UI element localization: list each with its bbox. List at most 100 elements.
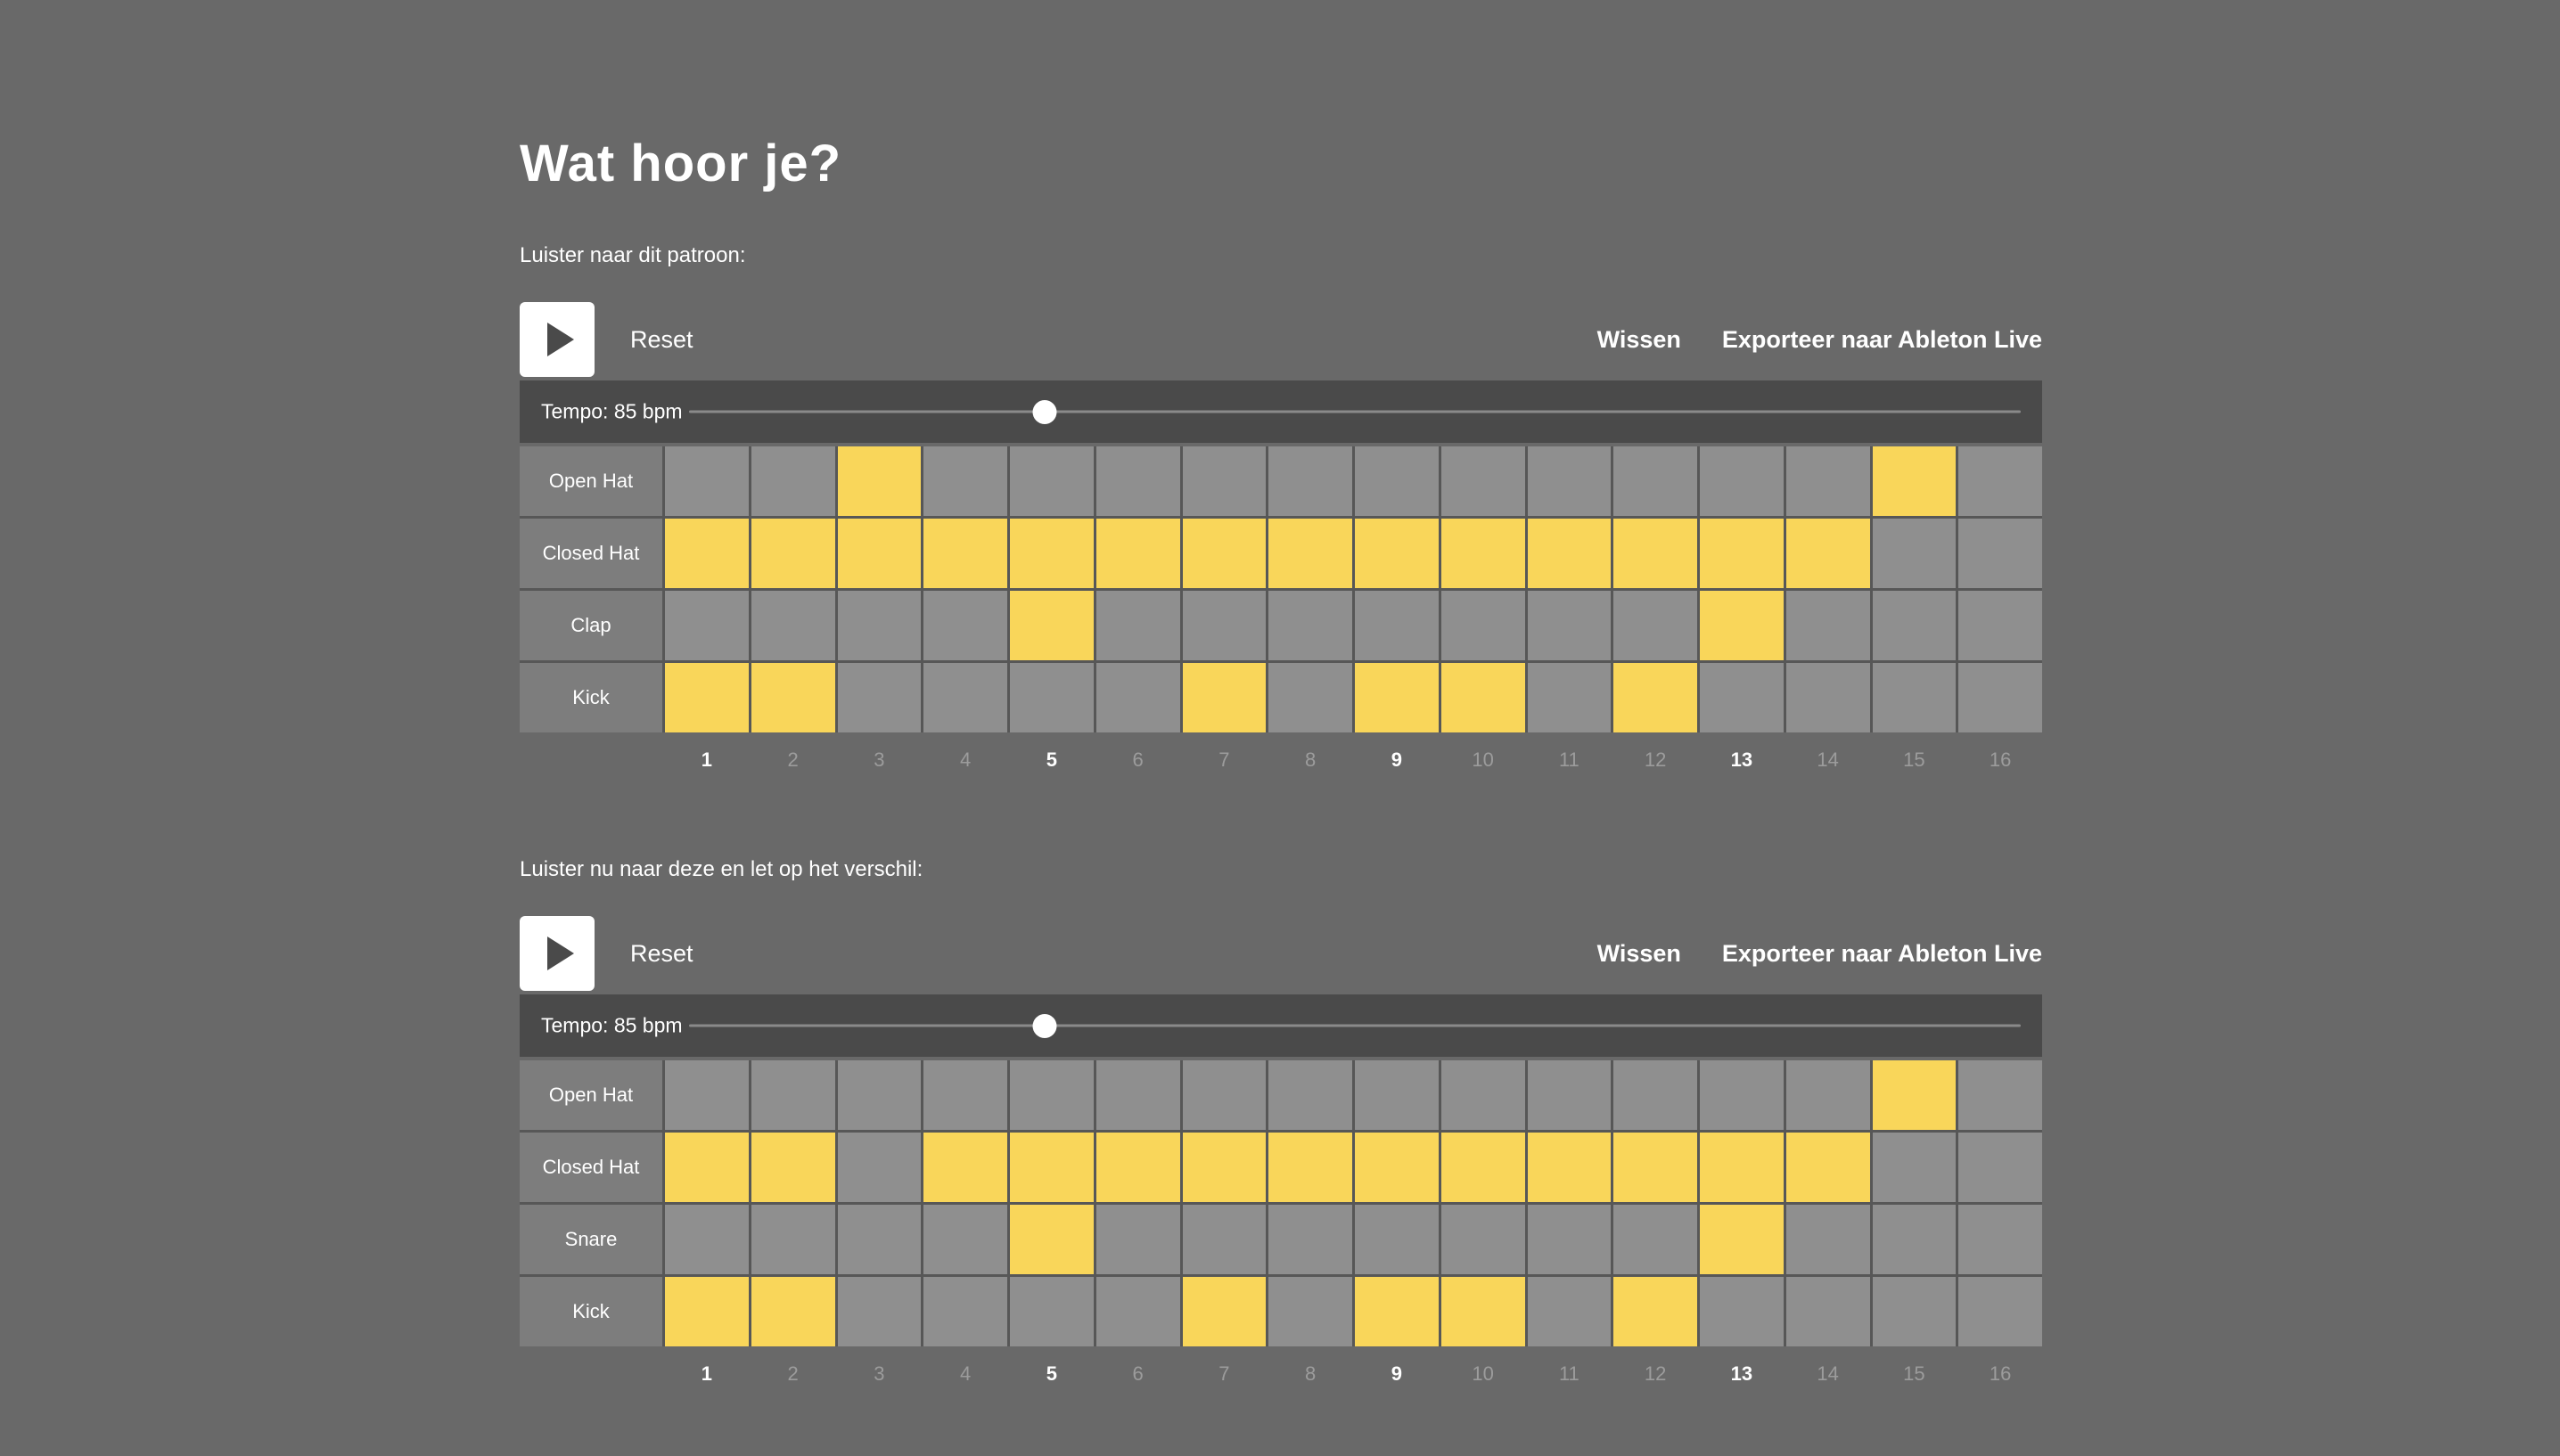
step-cell-closed-hat-15[interactable] [1872, 519, 1957, 588]
step-cell-closed-hat-7[interactable] [1182, 1133, 1267, 1202]
reset-button[interactable]: Reset [630, 939, 693, 967]
step-cell-kick-7[interactable] [1182, 1277, 1267, 1346]
step-cell-closed-hat-10[interactable] [1440, 519, 1525, 588]
step-cell-clap-14[interactable] [1785, 591, 1870, 660]
step-cell-clap-4[interactable] [923, 591, 1007, 660]
step-cell-closed-hat-8[interactable] [1268, 1133, 1352, 1202]
step-cell-closed-hat-11[interactable] [1527, 519, 1612, 588]
step-cell-clap-3[interactable] [837, 591, 922, 660]
step-cell-open-hat-7[interactable] [1182, 446, 1267, 516]
step-cell-open-hat-12[interactable] [1613, 446, 1697, 516]
step-cell-open-hat-1[interactable] [665, 1060, 749, 1130]
step-cell-closed-hat-1[interactable] [665, 519, 749, 588]
step-cell-closed-hat-6[interactable] [1095, 1133, 1180, 1202]
step-cell-kick-1[interactable] [665, 663, 749, 732]
step-cell-open-hat-9[interactable] [1355, 1060, 1439, 1130]
step-cell-kick-11[interactable] [1527, 1277, 1612, 1346]
step-cell-kick-13[interactable] [1700, 1277, 1784, 1346]
step-cell-closed-hat-14[interactable] [1785, 1133, 1870, 1202]
step-cell-kick-6[interactable] [1095, 1277, 1180, 1346]
step-cell-snare-5[interactable] [1010, 1205, 1094, 1274]
step-cell-clap-5[interactable] [1010, 591, 1094, 660]
step-cell-snare-12[interactable] [1613, 1205, 1697, 1274]
step-cell-open-hat-13[interactable] [1700, 446, 1784, 516]
tempo-slider[interactable] [689, 1013, 2021, 1038]
step-cell-closed-hat-9[interactable] [1355, 1133, 1439, 1202]
reset-button[interactable]: Reset [630, 325, 693, 353]
step-cell-clap-16[interactable] [1958, 591, 2042, 660]
step-cell-open-hat-3[interactable] [837, 1060, 922, 1130]
step-cell-open-hat-15[interactable] [1872, 1060, 1957, 1130]
step-cell-closed-hat-8[interactable] [1268, 519, 1352, 588]
step-cell-open-hat-12[interactable] [1613, 1060, 1697, 1130]
step-cell-open-hat-4[interactable] [923, 446, 1007, 516]
step-cell-kick-5[interactable] [1010, 663, 1094, 732]
step-cell-closed-hat-15[interactable] [1872, 1133, 1957, 1202]
step-cell-snare-6[interactable] [1095, 1205, 1180, 1274]
step-cell-open-hat-6[interactable] [1095, 446, 1180, 516]
step-cell-closed-hat-10[interactable] [1440, 1133, 1525, 1202]
step-cell-clap-7[interactable] [1182, 591, 1267, 660]
step-cell-closed-hat-3[interactable] [837, 519, 922, 588]
step-cell-kick-12[interactable] [1613, 663, 1697, 732]
tempo-slider[interactable] [689, 399, 2021, 424]
step-cell-open-hat-13[interactable] [1700, 1060, 1784, 1130]
step-cell-closed-hat-13[interactable] [1700, 1133, 1784, 1202]
step-cell-kick-13[interactable] [1700, 663, 1784, 732]
step-cell-clap-2[interactable] [751, 591, 835, 660]
step-cell-closed-hat-5[interactable] [1010, 519, 1094, 588]
step-cell-kick-10[interactable] [1440, 663, 1525, 732]
step-cell-kick-12[interactable] [1613, 1277, 1697, 1346]
step-cell-snare-10[interactable] [1440, 1205, 1525, 1274]
step-cell-kick-7[interactable] [1182, 663, 1267, 732]
step-cell-clap-9[interactable] [1355, 591, 1439, 660]
step-cell-open-hat-8[interactable] [1268, 446, 1352, 516]
step-cell-kick-11[interactable] [1527, 663, 1612, 732]
step-cell-open-hat-4[interactable] [923, 1060, 1007, 1130]
step-cell-closed-hat-12[interactable] [1613, 519, 1697, 588]
step-cell-closed-hat-4[interactable] [923, 1133, 1007, 1202]
step-cell-snare-13[interactable] [1700, 1205, 1784, 1274]
step-cell-open-hat-11[interactable] [1527, 446, 1612, 516]
step-cell-open-hat-10[interactable] [1440, 446, 1525, 516]
step-cell-clap-6[interactable] [1095, 591, 1180, 660]
step-cell-open-hat-6[interactable] [1095, 1060, 1180, 1130]
step-cell-closed-hat-2[interactable] [751, 1133, 835, 1202]
step-cell-open-hat-3[interactable] [837, 446, 922, 516]
step-cell-open-hat-15[interactable] [1872, 446, 1957, 516]
step-cell-kick-8[interactable] [1268, 1277, 1352, 1346]
step-cell-snare-4[interactable] [923, 1205, 1007, 1274]
step-cell-kick-16[interactable] [1958, 663, 2042, 732]
step-cell-kick-10[interactable] [1440, 1277, 1525, 1346]
play-button[interactable] [520, 916, 595, 991]
step-cell-open-hat-8[interactable] [1268, 1060, 1352, 1130]
step-cell-kick-14[interactable] [1785, 663, 1870, 732]
tempo-slider-knob[interactable] [1032, 1013, 1057, 1038]
step-cell-closed-hat-4[interactable] [923, 519, 1007, 588]
step-cell-clap-15[interactable] [1872, 591, 1957, 660]
step-cell-clap-1[interactable] [665, 591, 749, 660]
step-cell-kick-15[interactable] [1872, 1277, 1957, 1346]
clear-button[interactable]: Wissen [1596, 325, 1681, 353]
step-cell-kick-4[interactable] [923, 663, 1007, 732]
step-cell-open-hat-16[interactable] [1958, 446, 2042, 516]
step-cell-kick-2[interactable] [751, 1277, 835, 1346]
clear-button[interactable]: Wissen [1596, 939, 1681, 967]
step-cell-snare-8[interactable] [1268, 1205, 1352, 1274]
step-cell-open-hat-7[interactable] [1182, 1060, 1267, 1130]
step-cell-open-hat-11[interactable] [1527, 1060, 1612, 1130]
step-cell-closed-hat-2[interactable] [751, 519, 835, 588]
step-cell-snare-11[interactable] [1527, 1205, 1612, 1274]
step-cell-snare-7[interactable] [1182, 1205, 1267, 1274]
step-cell-open-hat-14[interactable] [1785, 1060, 1870, 1130]
step-cell-open-hat-9[interactable] [1355, 446, 1439, 516]
step-cell-clap-11[interactable] [1527, 591, 1612, 660]
step-cell-snare-2[interactable] [751, 1205, 835, 1274]
step-cell-open-hat-5[interactable] [1010, 446, 1094, 516]
step-cell-open-hat-10[interactable] [1440, 1060, 1525, 1130]
step-cell-closed-hat-12[interactable] [1613, 1133, 1697, 1202]
step-cell-closed-hat-11[interactable] [1527, 1133, 1612, 1202]
step-cell-snare-14[interactable] [1785, 1205, 1870, 1274]
step-cell-kick-16[interactable] [1958, 1277, 2042, 1346]
step-cell-clap-13[interactable] [1700, 591, 1784, 660]
